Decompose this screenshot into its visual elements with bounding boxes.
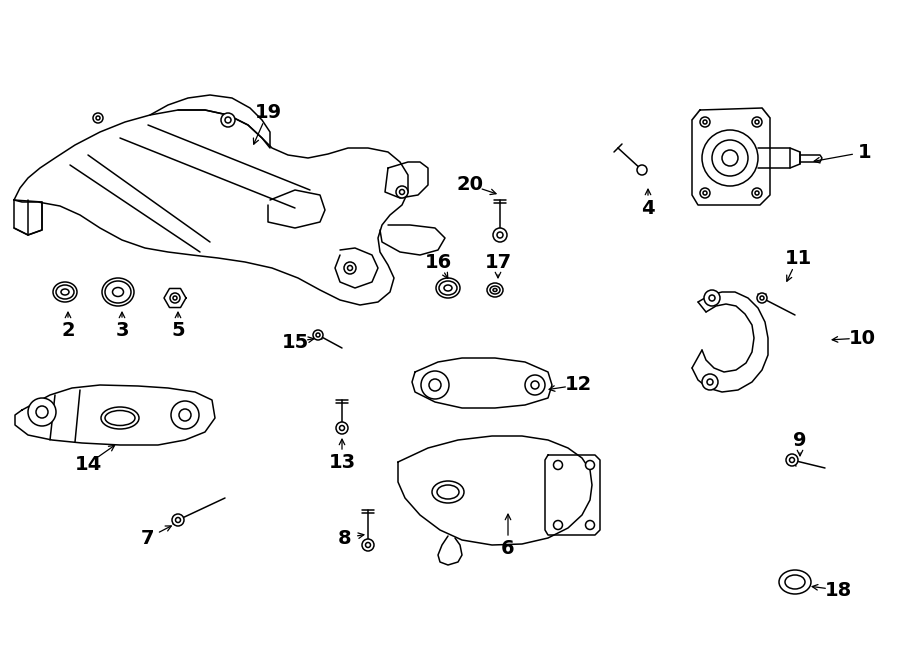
Text: 13: 13 [328, 453, 356, 471]
Text: 10: 10 [849, 329, 876, 348]
Circle shape [396, 186, 408, 198]
Ellipse shape [56, 285, 74, 299]
Ellipse shape [490, 286, 500, 294]
Circle shape [362, 539, 374, 551]
Text: 12: 12 [564, 375, 591, 395]
Circle shape [525, 375, 545, 395]
Text: 2: 2 [61, 321, 75, 340]
Circle shape [221, 113, 235, 127]
Circle shape [637, 165, 647, 175]
Polygon shape [398, 436, 592, 545]
Polygon shape [692, 108, 770, 205]
Ellipse shape [439, 281, 457, 295]
Circle shape [339, 426, 345, 430]
Circle shape [171, 401, 199, 429]
Circle shape [702, 130, 758, 186]
Text: 1: 1 [859, 143, 872, 161]
Text: 3: 3 [115, 321, 129, 340]
Circle shape [786, 454, 798, 466]
Polygon shape [15, 385, 215, 445]
Ellipse shape [105, 410, 135, 426]
Ellipse shape [61, 289, 69, 295]
Text: 11: 11 [785, 249, 812, 268]
Text: 18: 18 [824, 580, 851, 600]
Circle shape [757, 293, 767, 303]
Circle shape [400, 190, 404, 194]
Circle shape [712, 140, 748, 176]
Ellipse shape [101, 407, 139, 429]
Circle shape [421, 371, 449, 399]
Text: 14: 14 [75, 455, 102, 473]
Ellipse shape [102, 278, 134, 306]
Text: 17: 17 [484, 253, 511, 272]
Ellipse shape [112, 288, 123, 297]
Circle shape [179, 409, 191, 421]
Ellipse shape [493, 288, 497, 292]
Circle shape [347, 266, 353, 270]
Circle shape [789, 457, 795, 463]
Circle shape [700, 117, 710, 127]
Text: 7: 7 [141, 529, 155, 547]
Circle shape [707, 379, 713, 385]
Ellipse shape [487, 283, 503, 297]
Circle shape [700, 188, 710, 198]
Circle shape [702, 374, 718, 390]
Circle shape [173, 296, 177, 300]
Circle shape [336, 422, 348, 434]
Circle shape [704, 290, 720, 306]
Circle shape [96, 116, 100, 120]
Circle shape [36, 406, 48, 418]
Circle shape [554, 520, 562, 529]
Circle shape [225, 117, 231, 123]
Ellipse shape [105, 281, 131, 303]
Ellipse shape [785, 575, 805, 589]
Text: 5: 5 [171, 321, 184, 340]
Circle shape [172, 514, 184, 526]
Circle shape [703, 191, 707, 195]
Circle shape [497, 232, 503, 238]
Polygon shape [14, 110, 408, 305]
Text: 20: 20 [456, 176, 483, 194]
Text: 8: 8 [338, 529, 352, 547]
Circle shape [531, 381, 539, 389]
Ellipse shape [436, 278, 460, 298]
Circle shape [709, 295, 715, 301]
Polygon shape [412, 358, 552, 408]
Circle shape [28, 398, 56, 426]
Circle shape [344, 262, 356, 274]
Text: 6: 6 [501, 539, 515, 557]
Circle shape [554, 461, 562, 469]
Circle shape [176, 518, 181, 522]
Text: 16: 16 [425, 253, 452, 272]
Text: 19: 19 [255, 102, 282, 122]
Circle shape [170, 293, 180, 303]
Circle shape [316, 333, 320, 337]
Circle shape [703, 120, 707, 124]
Circle shape [755, 191, 759, 195]
Circle shape [493, 228, 507, 242]
Ellipse shape [437, 485, 459, 499]
Text: 15: 15 [282, 332, 309, 352]
Circle shape [752, 117, 762, 127]
Circle shape [752, 188, 762, 198]
Circle shape [93, 113, 103, 123]
Circle shape [313, 330, 323, 340]
Circle shape [760, 296, 764, 300]
Circle shape [755, 120, 759, 124]
Polygon shape [164, 288, 186, 307]
Ellipse shape [779, 570, 811, 594]
Text: 4: 4 [641, 198, 655, 217]
Circle shape [429, 379, 441, 391]
Ellipse shape [53, 282, 77, 302]
Circle shape [365, 543, 371, 547]
Ellipse shape [432, 481, 464, 503]
Ellipse shape [444, 285, 452, 291]
Circle shape [586, 520, 595, 529]
Circle shape [722, 150, 738, 166]
Circle shape [586, 461, 595, 469]
Text: 9: 9 [793, 430, 806, 449]
